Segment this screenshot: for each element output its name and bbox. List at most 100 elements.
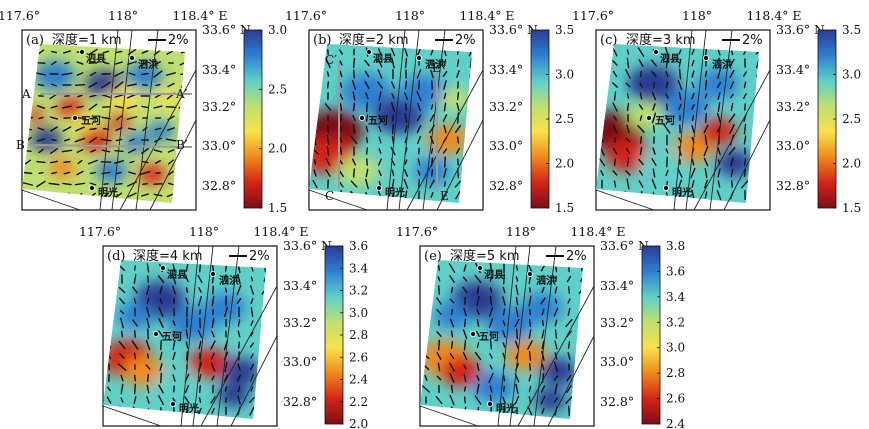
- anisotropy-bar: [211, 264, 215, 272]
- anisotropy-bar: [76, 105, 84, 109]
- colorbar-tick-label: 2.4: [666, 417, 685, 429]
- city-marker: 明光: [170, 400, 199, 415]
- x-tick-label: 118.4° E: [746, 8, 801, 23]
- anisotropy-bar: [350, 180, 358, 188]
- anisotropy-bar: [128, 72, 136, 76]
- anisotropy-bar: [313, 169, 317, 177]
- anisotropy-bar: [553, 375, 559, 381]
- anisotropy-bar: [566, 330, 572, 338]
- anisotropy-bar: [76, 72, 84, 76]
- y-tick-label: 32.8°: [283, 394, 317, 409]
- anisotropy-bar: [436, 375, 442, 381]
- anisotropy-bar: [489, 262, 493, 274]
- anisotropy-bar: [515, 276, 519, 282]
- anisotropy-bar: [101, 94, 111, 98]
- scale-label: 2%: [168, 33, 189, 48]
- anisotropy-bar: [704, 179, 708, 189]
- anisotropy-bar: [651, 70, 657, 78]
- anisotropy-bar: [449, 318, 455, 328]
- anomaly-blob: [662, 90, 709, 125]
- city-name: 泗洪: [536, 274, 556, 287]
- anisotropy-bar: [417, 79, 421, 91]
- colorbar-tick-label: 2.0: [268, 142, 287, 156]
- anisotropy-bar: [665, 70, 669, 78]
- anisotropy-bar: [236, 284, 242, 296]
- panel-label: (b): [313, 33, 331, 48]
- anisotropy-bar: [128, 138, 136, 142]
- anisotropy-bar: [404, 159, 408, 165]
- anisotropy-bar: [89, 182, 97, 186]
- fault-line: [595, 189, 655, 211]
- fault-line: [509, 245, 531, 427]
- anisotropy-bar: [741, 179, 749, 189]
- anisotropy-bar: [730, 157, 734, 167]
- anisotropy-bar: [133, 297, 137, 305]
- anisotropy-bar: [87, 159, 99, 165]
- city-dot: [170, 400, 177, 407]
- anisotropy-bar: [133, 395, 137, 405]
- anisotropy-bar: [443, 80, 447, 90]
- anisotropy-bar: [541, 329, 545, 339]
- anisotropy-bar: [119, 297, 125, 305]
- anisotropy-bar: [339, 82, 343, 88]
- anisotropy-bar: [159, 363, 163, 371]
- anisotropy-bar: [691, 189, 695, 201]
- anisotropy-bar: [443, 92, 447, 100]
- city-name: 泗洪: [425, 58, 445, 71]
- anomaly-blob: [640, 147, 682, 179]
- anisotropy-bar: [131, 340, 139, 350]
- anisotropy-bar: [729, 124, 735, 134]
- anisotropy-bar: [146, 317, 150, 329]
- anomaly-blob: [95, 159, 128, 184]
- anisotropy-bar: [527, 405, 533, 417]
- anisotropy-bar: [171, 273, 177, 285]
- panel-label: (e): [424, 249, 442, 264]
- city-marker: 明光: [663, 184, 692, 199]
- anisotropy-bar: [567, 352, 571, 360]
- anisotropy-bar: [527, 340, 533, 350]
- anisotropy-bar: [677, 168, 683, 178]
- colorbar-tick-label: 1.5: [842, 201, 861, 215]
- city-marker: 泗县: [160, 265, 187, 281]
- anisotropy-bar: [340, 113, 342, 123]
- anisotropy-bar: [37, 127, 45, 131]
- anomaly-blob: [157, 91, 181, 109]
- anisotropy-bar: [437, 362, 441, 372]
- anisotropy-bar: [565, 318, 573, 328]
- anisotropy-bar: [430, 69, 434, 79]
- anisotropy-bar: [665, 57, 669, 69]
- colorbar-tick-label: 2.0: [842, 157, 861, 171]
- anisotropy-bar: [378, 125, 382, 133]
- anisotropy-bar: [528, 329, 532, 339]
- anisotropy-bar: [89, 94, 97, 98]
- fault-line: [533, 245, 557, 427]
- anisotropy-bar: [474, 274, 482, 284]
- anisotropy-bar: [430, 48, 434, 56]
- depth-label: 深度=3 km: [626, 32, 696, 48]
- city-dot: [702, 55, 709, 62]
- anisotropy-bar: [489, 353, 493, 359]
- anisotropy-bar: [352, 102, 356, 112]
- anisotropy-bar: [626, 157, 630, 167]
- anisotropy-bar: [352, 91, 356, 101]
- anisotropy-bar: [438, 285, 440, 295]
- anisotropy-bar: [146, 284, 150, 296]
- city-name: 泗县: [167, 268, 187, 281]
- anisotropy-bar: [89, 71, 97, 77]
- x-tick-label: 117.6°: [572, 8, 614, 23]
- city-dot: [72, 115, 79, 122]
- anisotropy-bar: [326, 71, 330, 77]
- anisotropy-bar: [716, 81, 722, 89]
- city-marker: 泗县: [79, 49, 106, 65]
- anisotropy-bar: [691, 49, 695, 55]
- anisotropy-bar: [74, 84, 86, 86]
- anisotropy-bar: [153, 149, 163, 153]
- fault-line: [99, 29, 119, 211]
- anisotropy-bar: [237, 385, 241, 393]
- anisotropy-bar: [417, 48, 421, 56]
- anisotropy-bar: [678, 49, 682, 55]
- anisotropy-bar: [442, 148, 448, 154]
- city-marker: 明光: [376, 184, 405, 199]
